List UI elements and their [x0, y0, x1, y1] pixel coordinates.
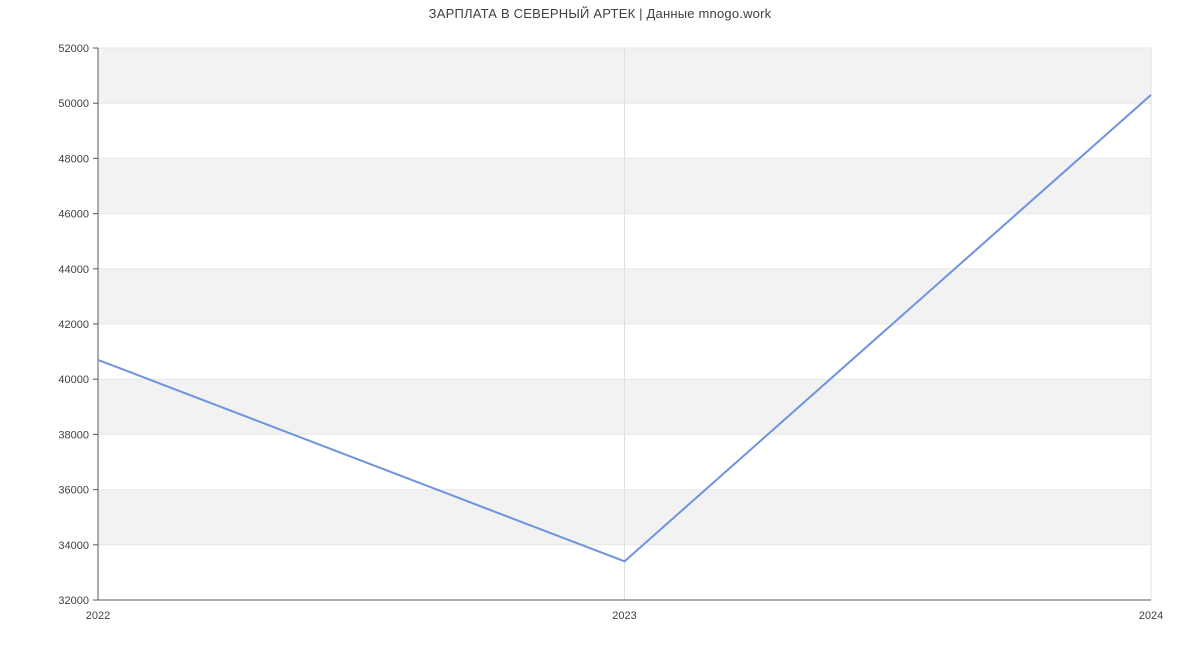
y-tick-label: 48000: [58, 153, 89, 165]
y-tick-label: 36000: [58, 485, 89, 497]
y-tick-label: 42000: [58, 319, 89, 331]
y-tick-label: 34000: [58, 540, 89, 552]
chart-title: ЗАРПЛАТА В СЕВЕРНЫЙ АРТЕК | Данные mnogo…: [428, 6, 772, 21]
x-tick-label: 2022: [86, 610, 110, 622]
x-tick-label: 2024: [1139, 610, 1163, 622]
y-tick-label: 32000: [58, 595, 89, 607]
y-tick-label: 52000: [58, 43, 89, 55]
y-tick-label: 46000: [58, 209, 89, 221]
y-tick-label: 50000: [58, 98, 89, 110]
y-tick-label: 40000: [58, 374, 89, 386]
y-tick-label: 44000: [58, 264, 89, 276]
y-tick-label: 38000: [58, 429, 89, 441]
series-line: [97, 94, 1152, 563]
x-tick-label: 2023: [612, 610, 636, 622]
